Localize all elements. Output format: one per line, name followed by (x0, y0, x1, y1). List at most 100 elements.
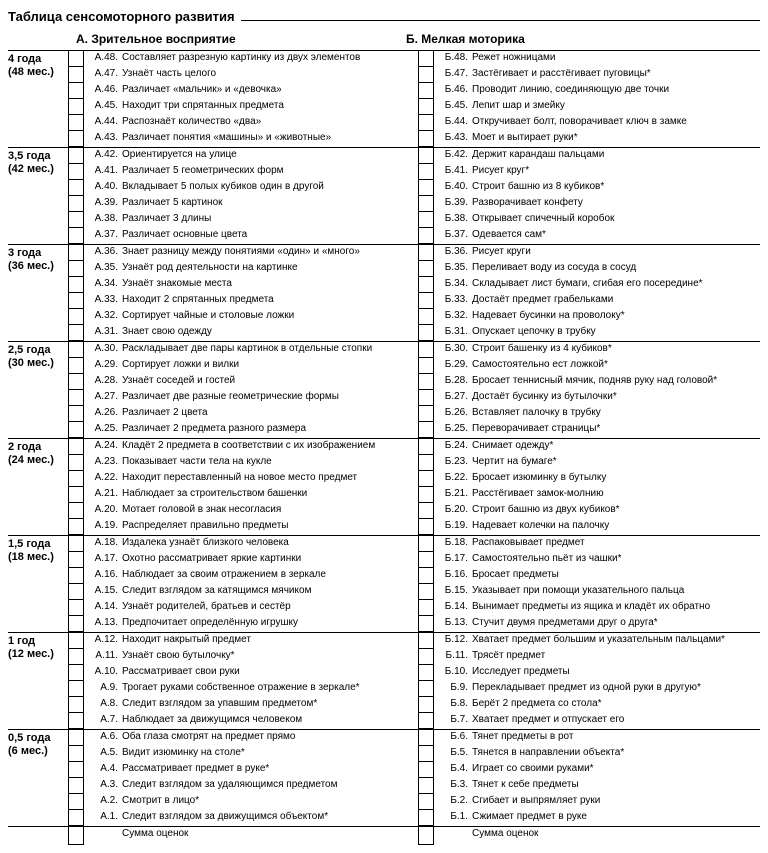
score-checkbox[interactable] (418, 358, 434, 374)
score-checkbox[interactable] (68, 180, 84, 196)
score-checkbox[interactable] (68, 390, 84, 406)
score-checkbox[interactable] (68, 439, 84, 455)
score-checkbox[interactable] (418, 422, 434, 438)
score-checkbox[interactable] (418, 681, 434, 697)
score-checkbox[interactable] (68, 552, 84, 568)
score-checkbox[interactable] (418, 131, 434, 147)
score-checkbox[interactable] (68, 342, 84, 358)
score-checkbox[interactable] (418, 261, 434, 277)
score-checkbox[interactable] (418, 616, 434, 632)
score-checkbox[interactable] (418, 762, 434, 778)
score-checkbox[interactable] (418, 568, 434, 584)
score-checkbox[interactable] (418, 406, 434, 422)
score-checkbox[interactable] (418, 325, 434, 341)
score-checkbox[interactable] (68, 600, 84, 616)
score-checkbox[interactable] (68, 616, 84, 632)
sum-checkbox-b[interactable] (418, 827, 434, 845)
score-checkbox[interactable] (418, 455, 434, 471)
score-checkbox[interactable] (418, 519, 434, 535)
score-checkbox[interactable] (418, 164, 434, 180)
score-checkbox[interactable] (418, 115, 434, 131)
score-checkbox[interactable] (418, 293, 434, 309)
score-checkbox[interactable] (418, 600, 434, 616)
score-checkbox[interactable] (418, 810, 434, 826)
score-checkbox[interactable] (68, 406, 84, 422)
score-checkbox[interactable] (418, 245, 434, 261)
score-checkbox[interactable] (68, 584, 84, 600)
score-checkbox[interactable] (418, 228, 434, 244)
score-checkbox[interactable] (418, 51, 434, 67)
score-checkbox[interactable] (68, 794, 84, 810)
score-checkbox[interactable] (68, 536, 84, 552)
score-checkbox[interactable] (418, 794, 434, 810)
score-checkbox[interactable] (68, 325, 84, 341)
score-checkbox[interactable] (68, 293, 84, 309)
score-checkbox[interactable] (418, 730, 434, 746)
score-checkbox[interactable] (68, 519, 84, 535)
score-checkbox[interactable] (418, 148, 434, 164)
sum-checkbox-a[interactable] (68, 827, 84, 845)
score-checkbox[interactable] (68, 568, 84, 584)
score-checkbox[interactable] (418, 342, 434, 358)
score-checkbox[interactable] (418, 277, 434, 293)
score-checkbox[interactable] (418, 180, 434, 196)
score-checkbox[interactable] (418, 584, 434, 600)
score-checkbox[interactable] (68, 148, 84, 164)
score-checkbox[interactable] (68, 212, 84, 228)
item-code: А.22. (86, 471, 120, 487)
score-checkbox[interactable] (68, 261, 84, 277)
score-checkbox[interactable] (418, 746, 434, 762)
score-checkbox[interactable] (418, 67, 434, 83)
score-checkbox[interactable] (68, 131, 84, 147)
score-checkbox[interactable] (418, 390, 434, 406)
score-checkbox[interactable] (68, 67, 84, 83)
score-checkbox[interactable] (418, 439, 434, 455)
score-checkbox[interactable] (68, 51, 84, 67)
score-checkbox[interactable] (68, 277, 84, 293)
score-checkbox[interactable] (418, 665, 434, 681)
score-checkbox[interactable] (418, 212, 434, 228)
score-checkbox[interactable] (68, 358, 84, 374)
score-checkbox[interactable] (68, 713, 84, 729)
score-checkbox[interactable] (68, 245, 84, 261)
score-checkbox[interactable] (68, 196, 84, 212)
score-checkbox[interactable] (68, 228, 84, 244)
score-checkbox[interactable] (418, 196, 434, 212)
score-checkbox[interactable] (68, 697, 84, 713)
score-checkbox[interactable] (68, 665, 84, 681)
score-checkbox[interactable] (418, 83, 434, 99)
score-checkbox[interactable] (418, 503, 434, 519)
score-checkbox[interactable] (418, 536, 434, 552)
score-checkbox[interactable] (418, 778, 434, 794)
score-checkbox[interactable] (68, 778, 84, 794)
item-row: А.20.Мотает головой в знак несогласия (68, 503, 410, 519)
score-checkbox[interactable] (418, 309, 434, 325)
score-checkbox[interactable] (418, 374, 434, 390)
score-checkbox[interactable] (418, 99, 434, 115)
score-checkbox[interactable] (68, 422, 84, 438)
score-checkbox[interactable] (68, 503, 84, 519)
score-checkbox[interactable] (68, 649, 84, 665)
score-checkbox[interactable] (68, 455, 84, 471)
score-checkbox[interactable] (418, 697, 434, 713)
score-checkbox[interactable] (68, 762, 84, 778)
score-checkbox[interactable] (68, 83, 84, 99)
score-checkbox[interactable] (418, 633, 434, 649)
score-checkbox[interactable] (68, 487, 84, 503)
score-checkbox[interactable] (68, 746, 84, 762)
score-checkbox[interactable] (68, 471, 84, 487)
score-checkbox[interactable] (68, 164, 84, 180)
score-checkbox[interactable] (68, 681, 84, 697)
score-checkbox[interactable] (68, 309, 84, 325)
score-checkbox[interactable] (418, 552, 434, 568)
score-checkbox[interactable] (418, 713, 434, 729)
score-checkbox[interactable] (418, 487, 434, 503)
score-checkbox[interactable] (418, 649, 434, 665)
score-checkbox[interactable] (418, 471, 434, 487)
score-checkbox[interactable] (68, 99, 84, 115)
score-checkbox[interactable] (68, 374, 84, 390)
score-checkbox[interactable] (68, 810, 84, 826)
score-checkbox[interactable] (68, 730, 84, 746)
score-checkbox[interactable] (68, 633, 84, 649)
score-checkbox[interactable] (68, 115, 84, 131)
